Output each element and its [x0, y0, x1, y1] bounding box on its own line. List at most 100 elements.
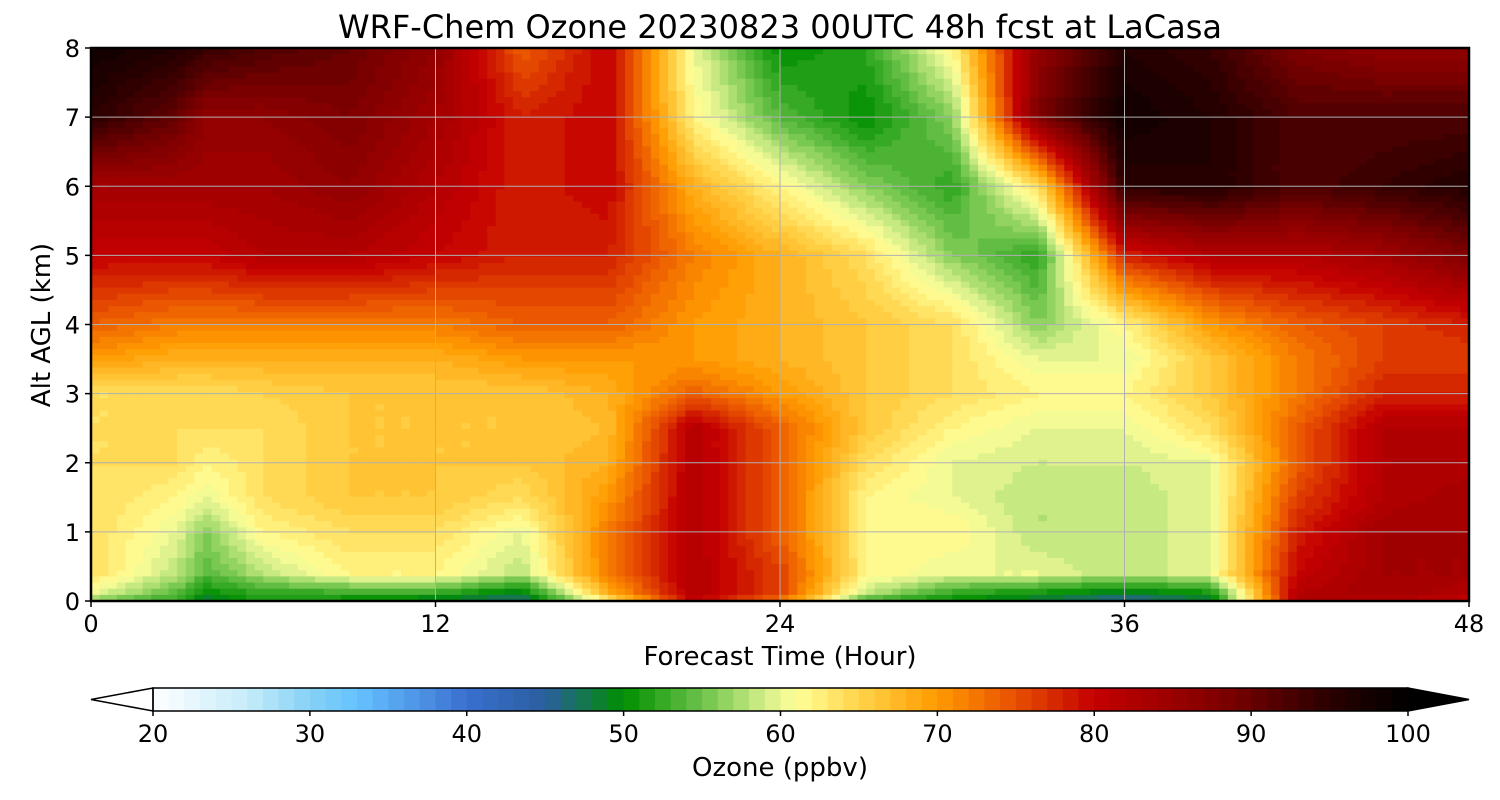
- heatmap-cell: [650, 109, 661, 117]
- heatmap-cell: [418, 66, 428, 74]
- heatmap-cell: [116, 201, 127, 209]
- heatmap-cell: [444, 121, 454, 129]
- heatmap-cell: [435, 152, 445, 160]
- heatmap-cell: [1279, 97, 1289, 104]
- heatmap-cell: [297, 146, 307, 154]
- chart-title: WRF-Chem Ozone 20230823 00UTC 48h fcst a…: [338, 8, 1222, 46]
- heatmap-cell: [702, 146, 712, 154]
- heatmap-cell: [254, 164, 264, 172]
- heatmap-cell: [1451, 109, 1461, 117]
- heatmap-cell: [1245, 195, 1255, 203]
- heatmap-cell: [952, 195, 962, 203]
- heatmap-cell: [1038, 103, 1048, 111]
- heatmap-cell: [1262, 78, 1272, 86]
- heatmap-cell: [1460, 213, 1469, 221]
- heatmap-cell: [289, 134, 299, 141]
- heatmap-cell: [1288, 146, 1298, 154]
- heatmap-cell: [1012, 54, 1022, 61]
- heatmap-cell: [1090, 164, 1100, 172]
- heatmap-cell: [1184, 134, 1194, 141]
- heatmap-cell: [1451, 78, 1461, 86]
- heatmap-cell: [1357, 146, 1367, 154]
- heatmap-cell: [1184, 158, 1194, 166]
- heatmap-cell: [1021, 158, 1031, 166]
- heatmap-cell: [125, 207, 135, 215]
- heatmap-cell: [1184, 91, 1194, 98]
- heatmap-cell: [693, 54, 704, 61]
- heatmap-cell: [1425, 115, 1436, 123]
- heatmap-cell: [900, 170, 910, 178]
- heatmap-cell: [1184, 207, 1194, 215]
- heatmap-cell: [1167, 60, 1177, 68]
- heatmap-cell: [1081, 164, 1091, 172]
- heatmap-cell: [745, 54, 755, 61]
- heatmap-cell: [805, 177, 816, 184]
- heatmap-cell: [452, 48, 462, 55]
- heatmap-cell: [1176, 109, 1186, 117]
- heatmap-cell: [1331, 140, 1341, 147]
- heatmap-cell: [1210, 170, 1220, 178]
- heatmap-cell: [1176, 103, 1186, 111]
- heatmap-cell: [1279, 213, 1289, 221]
- heatmap-cell: [538, 48, 549, 55]
- heatmap-cell: [1227, 78, 1238, 86]
- heatmap-cell: [702, 84, 712, 92]
- heatmap-cell: [357, 170, 368, 178]
- heatmap-cell: [969, 226, 979, 233]
- heatmap-cell: [564, 164, 574, 172]
- heatmap-cell: [357, 146, 368, 154]
- heatmap-cell: [1202, 97, 1212, 104]
- heatmap-cell: [426, 121, 437, 129]
- heatmap-cell: [151, 48, 161, 55]
- heatmap-cell: [1400, 152, 1410, 160]
- heatmap-cell: [952, 78, 962, 86]
- heatmap-cell: [1279, 121, 1289, 129]
- heatmap-cell: [633, 164, 643, 172]
- heatmap-cell: [1012, 109, 1022, 117]
- heatmap-cell: [668, 54, 678, 61]
- heatmap-cell: [349, 121, 359, 129]
- heatmap-cell: [909, 146, 919, 154]
- heatmap-cell: [1029, 121, 1039, 129]
- heatmap-cell: [926, 121, 936, 129]
- heatmap-cell: [883, 134, 893, 141]
- heatmap-cell: [194, 146, 204, 154]
- heatmap-cell: [857, 48, 867, 55]
- heatmap-cell: [383, 54, 394, 61]
- heatmap-cell: [1357, 213, 1367, 221]
- heatmap-cell: [1374, 91, 1384, 98]
- heatmap-cell: [1270, 66, 1281, 74]
- heatmap-cell: [375, 91, 385, 98]
- heatmap-cell: [978, 115, 988, 123]
- heatmap-cell: [754, 158, 764, 166]
- heatmap-cell: [1115, 91, 1126, 98]
- heatmap-cell: [1098, 78, 1108, 86]
- heatmap-cell: [960, 66, 971, 74]
- heatmap-cell: [177, 170, 187, 178]
- heatmap-cell: [676, 158, 686, 166]
- heatmap-cell: [1107, 78, 1117, 86]
- heatmap-cell: [461, 66, 471, 74]
- heatmap-cell: [900, 207, 910, 215]
- heatmap-cell: [1253, 78, 1263, 86]
- heatmap-cell: [909, 201, 919, 209]
- heatmap-cell: [1038, 66, 1048, 74]
- heatmap-cell: [401, 103, 411, 111]
- heatmap-cell: [401, 60, 411, 68]
- heatmap-cell: [848, 207, 859, 215]
- heatmap-cell: [917, 146, 928, 154]
- heatmap-cell: [1322, 134, 1332, 141]
- heatmap-cell: [435, 134, 445, 141]
- heatmap-cell: [1443, 66, 1453, 74]
- heatmap-cell: [1451, 54, 1461, 61]
- heatmap-cell: [1167, 127, 1177, 135]
- heatmap-cell: [1279, 72, 1289, 80]
- heatmap-cell: [676, 60, 686, 68]
- heatmap-cell: [108, 97, 118, 104]
- heatmap-cell: [314, 72, 325, 80]
- heatmap-cell: [874, 177, 884, 184]
- heatmap-cell: [323, 115, 333, 123]
- heatmap-cell: [306, 91, 316, 98]
- heatmap-cell: [831, 134, 841, 141]
- heatmap-cell: [418, 158, 428, 166]
